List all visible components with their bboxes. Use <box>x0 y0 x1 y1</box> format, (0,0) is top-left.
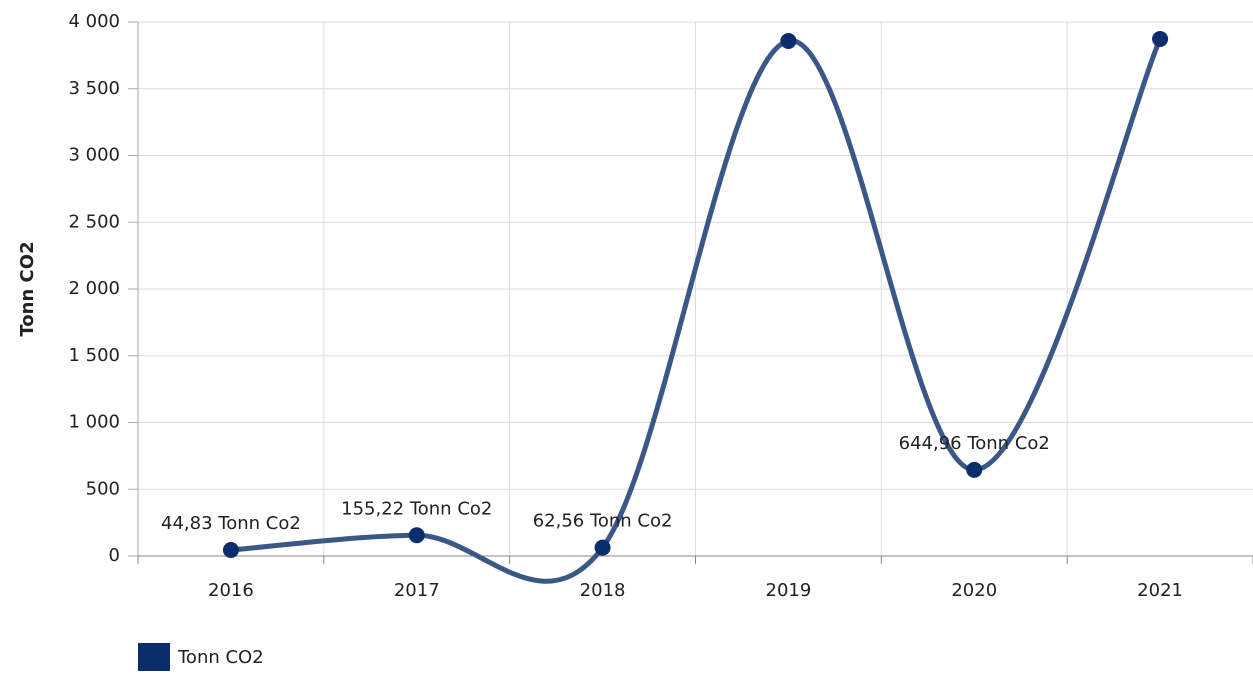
x-tick-label: 2020 <box>951 580 997 601</box>
y-tick-label: 1 500 <box>68 345 120 366</box>
x-tick-label: 2019 <box>766 580 812 601</box>
marker <box>1152 30 1169 47</box>
y-tick-label: 4 000 <box>68 11 120 32</box>
legend-label: Tonn CO2 <box>177 647 264 668</box>
data-label: 44,83 Tonn Co2 <box>161 513 301 534</box>
legend-swatch <box>138 643 170 671</box>
line <box>230 37 1163 584</box>
data-label: 155,22 Tonn Co2 <box>341 498 492 519</box>
x-tick-label: 2016 <box>208 580 254 601</box>
marker <box>966 461 983 478</box>
y-tick-label: 2 000 <box>68 278 120 299</box>
y-tick-label: 1 000 <box>68 412 120 433</box>
x-tick-label: 2017 <box>394 580 440 601</box>
data-label: 644,96 Tonn Co2 <box>899 433 1050 454</box>
x-tick-label: 2021 <box>1137 580 1183 601</box>
x-tick-label: 2018 <box>580 580 626 601</box>
y-tick-label: 500 <box>86 478 120 499</box>
marker <box>780 32 797 49</box>
data-label: 62,56 Tonn Co2 <box>533 511 673 532</box>
y-tick-label: 3 500 <box>68 78 120 99</box>
y-tick-label: 3 000 <box>68 145 120 166</box>
y-tick-label: 2 500 <box>68 211 120 232</box>
marker <box>594 539 611 556</box>
y-axis-label: Tonn CO2 <box>17 241 38 336</box>
marker <box>408 527 425 544</box>
marker <box>222 542 239 559</box>
y-tick-label: 0 <box>109 545 120 566</box>
